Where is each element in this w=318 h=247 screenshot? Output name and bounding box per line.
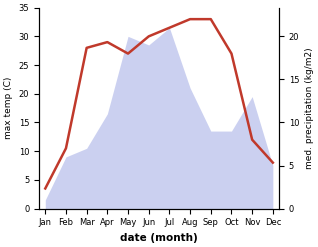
Y-axis label: med. precipitation (kg/m2): med. precipitation (kg/m2)	[305, 47, 314, 169]
X-axis label: date (month): date (month)	[120, 233, 198, 243]
Y-axis label: max temp (C): max temp (C)	[4, 77, 13, 139]
